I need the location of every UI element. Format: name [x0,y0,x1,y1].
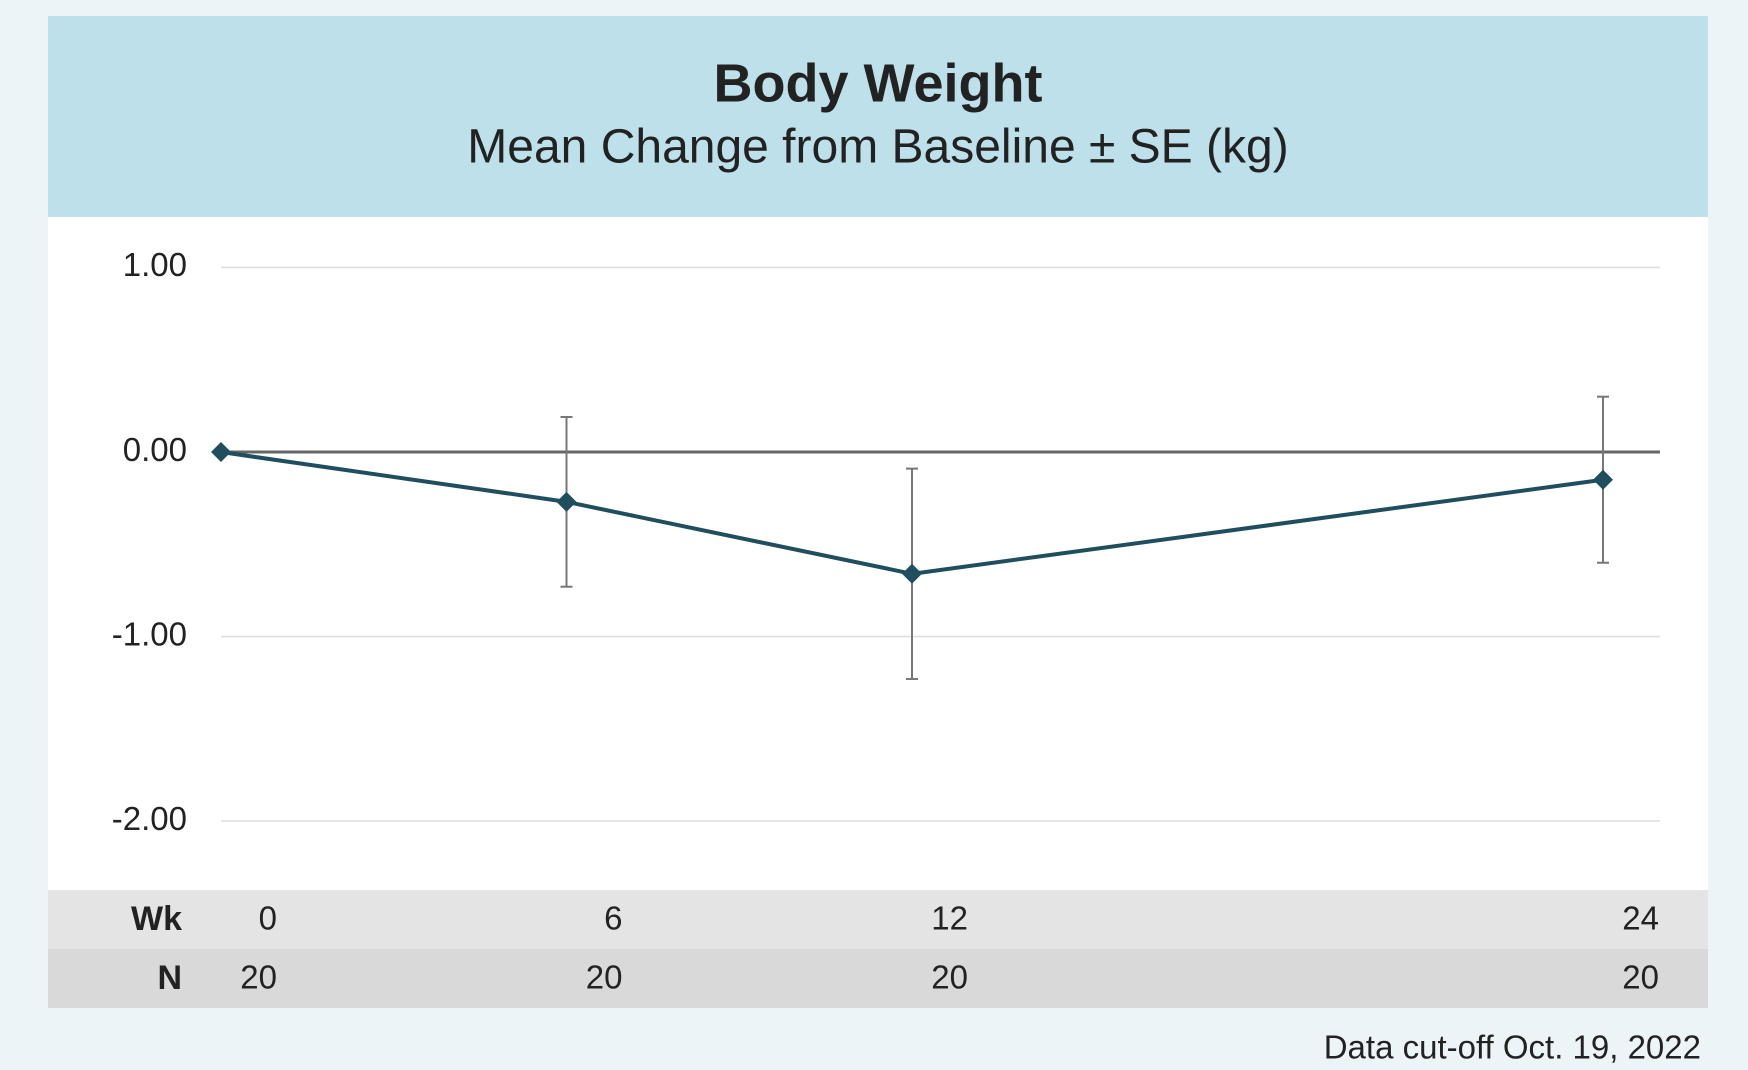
x-tick-label: 0 [259,900,277,937]
footnote: Data cut-off Oct. 19, 2022 [1324,1029,1701,1066]
n-value: 20 [1622,959,1659,996]
row-label: Wk [131,900,182,938]
plot-area [48,217,1708,890]
data-point [902,563,922,584]
data-point [1593,469,1613,490]
x-tick-label: 12 [931,900,968,937]
n-value: 20 [931,959,968,996]
x-tick-label: 6 [604,900,622,937]
y-tick-label: 1.00 [123,246,187,283]
row-label: N [157,959,182,997]
y-tick-label: -2.00 [112,800,187,837]
x-tick-label: 24 [1622,900,1659,937]
series-line [220,450,1604,576]
y-tick-label: -1.00 [112,615,187,652]
data-point [556,491,577,512]
n-value: 20 [586,959,623,996]
data-point [211,442,231,463]
week-row [48,890,1708,949]
chart-subtitle: Mean Change from Baseline ± SE (kg) [467,121,1288,174]
header [48,16,1708,217]
n-value: 20 [240,959,277,996]
chart-title: Body Weight [714,53,1043,113]
y-tick-label: 0.00 [123,431,187,468]
n-row [48,949,1708,1008]
